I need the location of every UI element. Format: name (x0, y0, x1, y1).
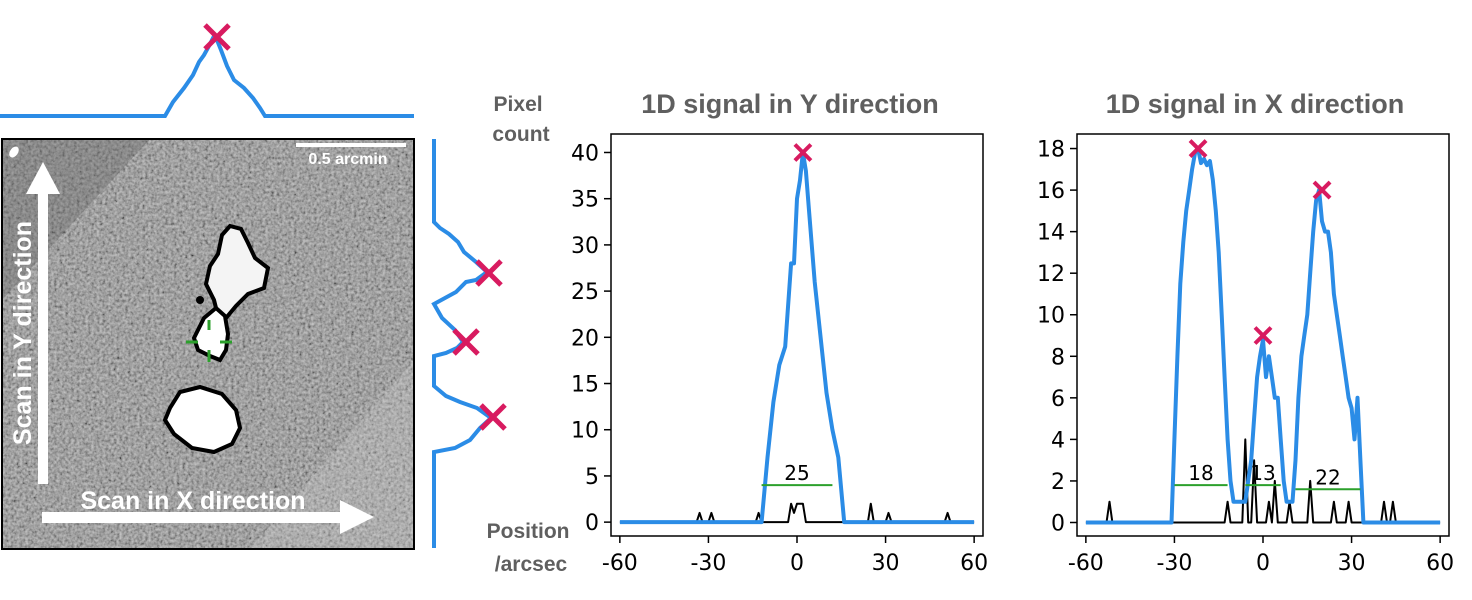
signal-line (1085, 146, 1441, 525)
source-contour-middle (191, 305, 231, 363)
y-tick-label: 20 (571, 326, 599, 351)
width-marker-label: 13 (1250, 461, 1275, 485)
y-tick-label: 4 (1051, 428, 1065, 453)
x-tick-label: 60 (1426, 551, 1454, 576)
y-axis-label-line-2: count (492, 123, 549, 146)
x-tick-label: 60 (960, 551, 988, 576)
x-scan-arrow (42, 500, 374, 534)
x-axis-label-line-1: Position (487, 520, 570, 543)
y-scan-arrow (26, 162, 60, 484)
noise-line (619, 502, 975, 524)
y-tick-label: 6 (1051, 387, 1065, 412)
x-tick-label: -60 (602, 551, 638, 576)
chart-x-direction: 1D signal in X direction -60 -30 0 30 60 0 2 4 6… (1037, 89, 1454, 576)
x-tick-label: -30 (690, 551, 726, 576)
y-tick-label: 14 (1037, 221, 1065, 246)
peak-marker (1253, 326, 1273, 345)
y-tick-label: 18 (1037, 138, 1065, 163)
y-tick-label: 16 (1037, 179, 1065, 204)
width-marker-label: 18 (1188, 461, 1213, 485)
centroid-crosshair (186, 320, 232, 362)
scale-bar-label: 0.5 arcmin (308, 151, 387, 168)
right-profile-peak-marker-3 (479, 403, 507, 431)
y-axis-label-line-1: Pixel (494, 93, 543, 116)
signal-line (619, 150, 975, 525)
chart-x-plot: -60 -30 0 30 60 0 2 4 6 8 10 12 14 16 18 18 13 22 (1037, 138, 1454, 576)
x-tick-label: 0 (1256, 551, 1270, 576)
width-marker-label: 22 (1315, 465, 1340, 489)
right-profile-peak-marker-2 (452, 328, 480, 356)
small-source-dot (196, 296, 204, 304)
chart-y-plot: -60 -30 0 30 60 0 5 10 15 20 25 30 35 40 25 (571, 141, 988, 576)
x-tick-label: -30 (1156, 551, 1192, 576)
y-tick-label: 25 (571, 280, 599, 305)
y-tick-label: 0 (1051, 511, 1065, 536)
y-axis-label: Pixel count (492, 93, 549, 146)
x-tick-label: -60 (1068, 551, 1104, 576)
y-tick-label: 5 (585, 465, 599, 490)
y-tick-label: 35 (571, 188, 599, 213)
x-tick-label: 30 (872, 551, 900, 576)
x-tick-label: 0 (790, 551, 804, 576)
y-arrow-label: Scan in Y direction (9, 221, 37, 445)
width-marker-label: 25 (784, 461, 809, 485)
chart-y-title: 1D signal in Y direction (641, 89, 939, 119)
beam-ellipse (9, 146, 19, 158)
right-profile-peak-marker-1 (475, 259, 503, 287)
y-tick-label: 10 (1037, 304, 1065, 329)
peak-marker (793, 143, 813, 162)
y-tick-label: 0 (585, 511, 599, 536)
source-contour-upper (203, 223, 271, 321)
x-axis-label-line-2: /arcsec (495, 553, 568, 576)
chart-y-direction: 1D signal in Y direction -60 -30 0 30 60 0 5 10… (571, 89, 988, 576)
top-profile-peak-marker (203, 23, 231, 51)
x-arrow-label: Scan in X direction (80, 487, 305, 515)
y-tick-label: 15 (571, 373, 599, 398)
peak-marker (1312, 180, 1332, 200)
x-axis-label: Position /arcsec (487, 520, 576, 576)
y-tick-label: 8 (1051, 345, 1065, 370)
chart-x-title: 1D signal in X direction (1106, 89, 1405, 119)
y-tick-label: 10 (571, 419, 599, 444)
y-tick-label: 12 (1037, 262, 1065, 287)
y-tick-label: 2 (1051, 470, 1065, 495)
y-tick-label: 40 (571, 141, 599, 166)
x-tick-label: 30 (1338, 551, 1366, 576)
source-contour-lower (162, 384, 243, 455)
peak-marker (1188, 139, 1208, 158)
y-tick-label: 30 (571, 234, 599, 259)
